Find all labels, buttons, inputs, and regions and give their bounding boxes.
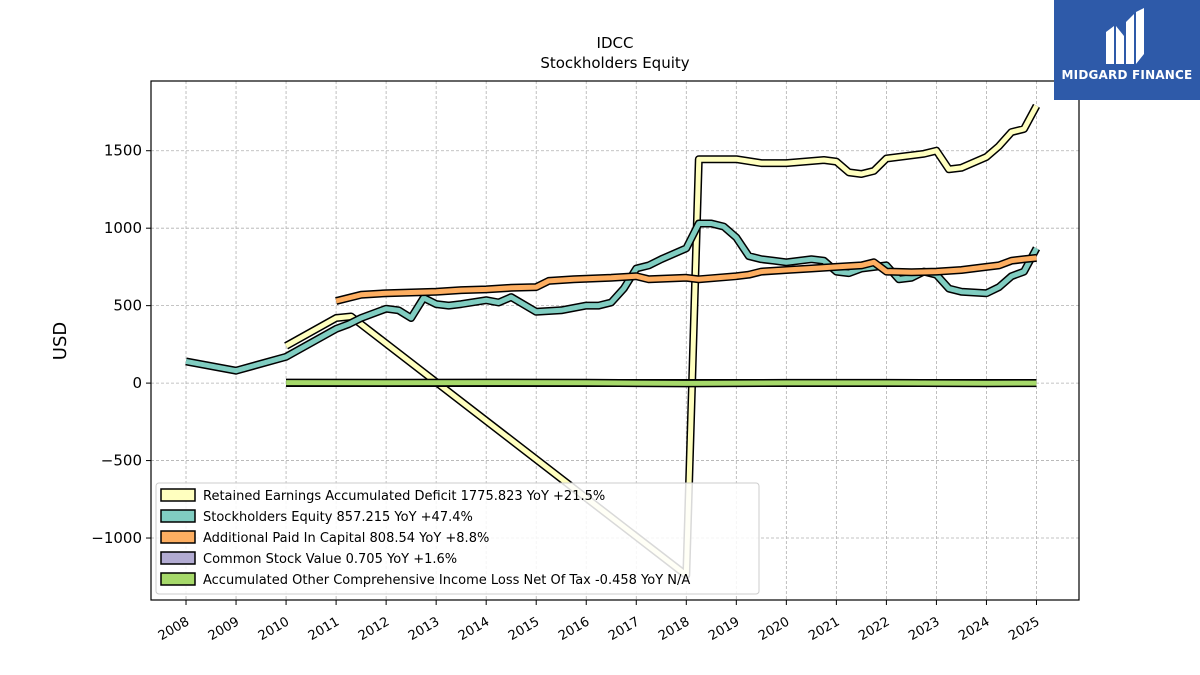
x-tick-label: 2022	[856, 614, 892, 644]
x-tick-label: 2015	[506, 614, 542, 644]
logo-text: MIDGARD FINANCE	[1061, 68, 1193, 82]
chart-title: IDCC	[597, 34, 634, 52]
x-tick-label: 2023	[906, 614, 942, 644]
legend-label: Retained Earnings Accumulated Deficit 17…	[203, 489, 605, 504]
brand-logo: MIDGARD FINANCE	[1054, 0, 1200, 100]
x-tick-label: 2008	[156, 614, 192, 644]
legend-swatch	[160, 488, 196, 502]
y-tick-label: 500	[113, 297, 142, 315]
legend-swatch	[160, 530, 196, 544]
y-axis: 1500 1000 500 0 −500 −1000	[91, 142, 151, 547]
legend-swatch	[160, 572, 196, 586]
x-tick-label: 2009	[206, 614, 242, 644]
x-tick-label: 2010	[256, 614, 292, 644]
plot-series	[185, 103, 1041, 580]
legend-label: Additional Paid In Capital 808.54 YoY +8…	[203, 531, 489, 546]
x-tick-label: 2016	[556, 614, 592, 644]
series-line-2	[335, 255, 1037, 304]
legend-label: Stockholders Equity 857.215 YoY +47.4%	[203, 510, 473, 525]
y-axis-label: USD	[50, 322, 71, 360]
x-tick-label: 2017	[606, 614, 642, 644]
x-tick-label: 2011	[306, 614, 342, 644]
legend-swatch	[160, 509, 196, 523]
series-line-0	[284, 104, 1039, 578]
legend-label: Accumulated Other Comprehensive Income L…	[203, 573, 690, 588]
series-outline-1	[185, 219, 1041, 375]
y-tick-label: 1000	[104, 219, 142, 237]
x-tick-label: 2024	[956, 614, 992, 644]
legend-label: Common Stock Value 0.705 YoY +1.6%	[203, 552, 457, 567]
y-tick-label: −500	[101, 452, 142, 470]
x-axis: 2008 2009 2010 2011 2012 2013 2014 2015 2016 2017…	[156, 600, 1042, 644]
x-tick-label: 2021	[806, 614, 842, 644]
y-tick-label: −1000	[91, 529, 142, 547]
x-tick-label: 2014	[456, 614, 492, 644]
x-tick-label: 2018	[656, 614, 692, 644]
legend-box	[155, 482, 760, 595]
y-tick-label: 1500	[104, 142, 142, 160]
legend-swatch	[160, 551, 196, 565]
x-tick-label: 2013	[406, 614, 442, 644]
x-tick-label: 2025	[1006, 614, 1042, 644]
logo-mark-icon	[1106, 8, 1144, 64]
series-line-4	[286, 380, 1037, 386]
y-tick-label: 0	[132, 374, 142, 392]
x-tick-label: 2012	[356, 614, 392, 644]
plot-frame	[150, 80, 1080, 601]
x-tick-label: 2020	[756, 614, 792, 644]
chart-subtitle: Stockholders Equity	[540, 54, 689, 72]
legend: Retained Earnings Accumulated Deficit 17…	[155, 482, 760, 595]
x-tick-label: 2019	[706, 614, 742, 644]
